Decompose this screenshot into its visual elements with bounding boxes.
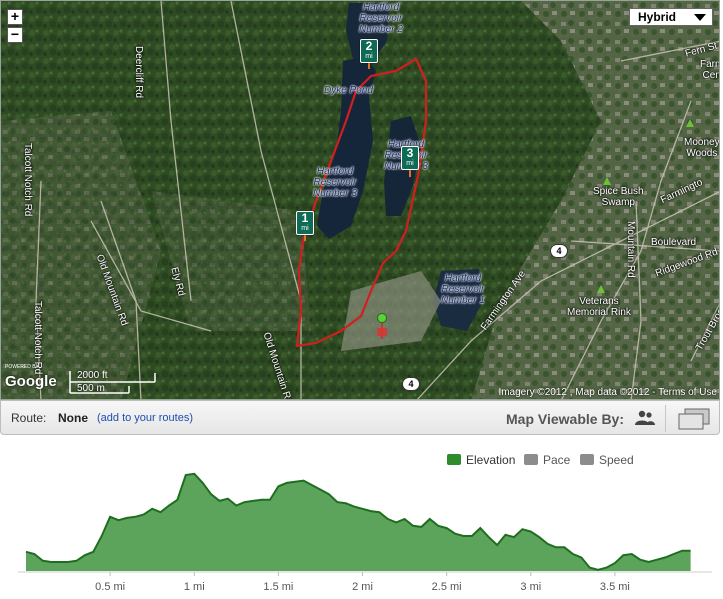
label-reservoir-1: Hartford Reservoir Number 1: [441, 273, 485, 306]
road-deercliff: Deercliff Rd: [133, 46, 144, 99]
route-bar: Route: None (add to your routes) Map Vie…: [0, 400, 720, 435]
place-veterans-rink: Veterans Memorial Rink: [567, 296, 631, 318]
legend-swatch-speed: [580, 454, 594, 465]
map-scale-bar: 2000 ft 500 m: [69, 369, 157, 395]
x-tick-label: 1 mi: [184, 581, 205, 593]
road-mountain: Mountain Rd: [625, 221, 636, 278]
legend-swatch-elevation: [447, 454, 461, 465]
elevation-chart[interactable]: Elevation Pace Speed 0.5 mi 1 mi 1.5 mi 2 m…: [0, 440, 720, 599]
route-value: None: [58, 411, 88, 425]
road-talcott-notch-top: Talcott Notch Rd: [22, 143, 33, 217]
x-tick-label: 0.5 mi: [95, 581, 125, 593]
zoom-out-button[interactable]: −: [7, 27, 23, 43]
zoom-in-button[interactable]: +: [7, 9, 23, 25]
label-reservoir-3-left: Hartford Reservoir Number 3: [313, 166, 357, 199]
route-label: Route:: [11, 411, 47, 425]
scale-feet: 2000 ft: [77, 370, 108, 381]
mile-marker-2[interactable]: 2 mi: [360, 39, 378, 63]
legend-elevation[interactable]: Elevation: [447, 453, 515, 467]
map-view[interactable]: + − Hybrid Hartford Reservoir Number 2 Dyk…: [0, 0, 720, 400]
label-reservoir-2: Hartford Reservoir Number 2: [359, 2, 403, 35]
road-boulevard: Boulevard: [651, 237, 697, 248]
x-tick-label: 3 mi: [520, 581, 541, 593]
satellite-imagery[interactable]: [1, 1, 720, 400]
scale-meters: 500 m: [77, 383, 105, 394]
elevation-plot[interactable]: 0.5 mi 1 mi 1.5 mi 2 mi 2.5 mi 3 mi 3.5 mi: [0, 440, 720, 599]
x-tick-label: 3.5 mi: [600, 581, 630, 593]
map-viewable-label: Map Viewable By:: [506, 411, 625, 427]
x-tick-label: 1.5 mi: [263, 581, 293, 593]
chevron-down-icon: [694, 14, 706, 21]
highway-shield-4-upper: 4: [550, 244, 568, 258]
window-toggle-icon[interactable]: [677, 408, 711, 430]
legend-speed[interactable]: Speed: [580, 453, 634, 467]
highway-shield-4-lower: 4: [402, 377, 420, 391]
people-icon[interactable]: [634, 410, 656, 426]
x-tick-label: 2.5 mi: [432, 581, 462, 593]
place-farmington-center: FarmCen: [700, 59, 720, 81]
x-tick-label: 2 mi: [352, 581, 373, 593]
legend-pace[interactable]: Pace: [524, 453, 570, 467]
map-type-value: Hybrid: [638, 10, 677, 24]
elevation-line: [25, 472, 691, 571]
elevation-area: [26, 473, 691, 571]
divider: [665, 405, 666, 432]
map-type-select[interactable]: Hybrid: [629, 8, 713, 26]
mile-marker-1[interactable]: 1 mi: [296, 211, 314, 235]
map-attribution[interactable]: Imagery ©2012 , Map data ©2012 - Terms o…: [498, 387, 717, 398]
powered-by-text: POWERED BY: [5, 364, 39, 370]
label-dyke-pond: Dyke Pond: [324, 85, 373, 96]
google-logo[interactable]: Google: [5, 373, 57, 390]
place-mooney-woods: Mooney Woods: [684, 137, 720, 159]
mile-marker-3[interactable]: 3 mi: [401, 146, 419, 170]
place-spice-bush-swamp: Spice Bush Swamp: [593, 186, 644, 208]
legend-swatch-pace: [524, 454, 538, 465]
add-to-routes-link[interactable]: (add to your routes): [97, 412, 193, 424]
